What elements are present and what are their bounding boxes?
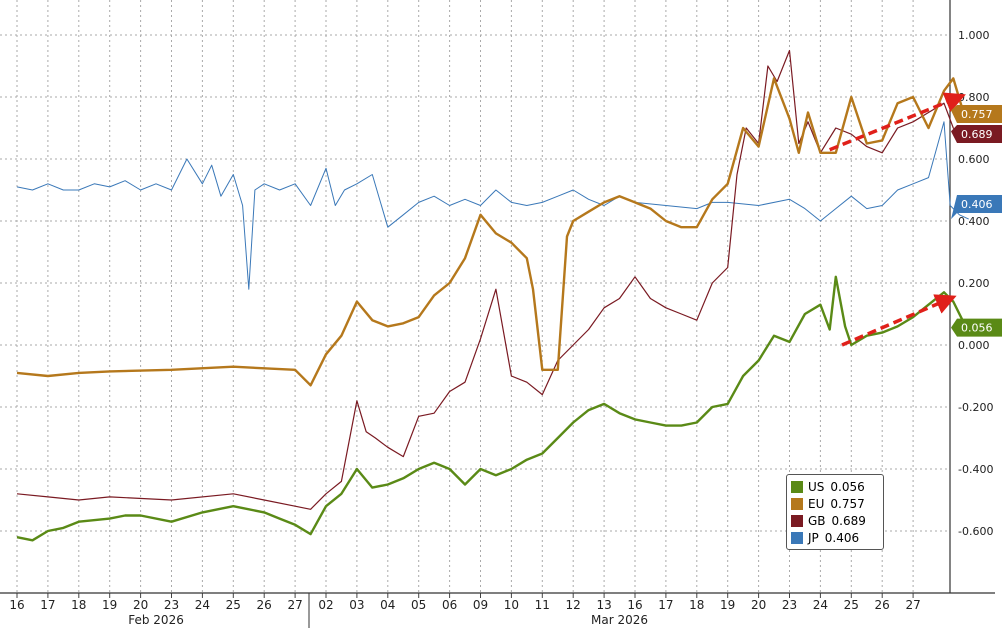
legend-value: 0.757 [830, 496, 865, 511]
series-line-eu [16, 77, 969, 387]
legend-value: 0.689 [831, 513, 866, 528]
y-tick-label: 0.600 [958, 153, 990, 166]
legend-name: GB [808, 513, 826, 528]
trend-arrow [829, 92, 966, 152]
legend-swatch [791, 480, 803, 493]
series-line-jp [16, 121, 969, 290]
legend-name: EU [808, 496, 825, 511]
series-line-gb [16, 49, 970, 510]
x-tick-label: 27 [905, 598, 920, 612]
x-tick-label: 17 [40, 598, 55, 612]
x-tick-label: 18 [71, 598, 86, 612]
x-tick-label: 23 [782, 598, 797, 612]
y-tick-label: -0.200 [958, 401, 993, 414]
month-label: Mar 2026 [591, 613, 648, 627]
legend-item-eu: EU 0.757 [791, 495, 879, 512]
x-tick-label: 20 [133, 598, 148, 612]
value-tag-eu [951, 105, 1002, 123]
legend-value: 0.056 [830, 479, 865, 494]
y-tick-label: 0.400 [958, 215, 990, 228]
y-tick-label: 0.800 [958, 91, 990, 104]
x-tick-label: 05 [411, 598, 426, 612]
legend-item-gb: GB 0.689 [791, 512, 879, 529]
trend-arrow [841, 294, 957, 347]
legend-swatch [791, 497, 803, 510]
value-tag-gb [951, 125, 1002, 143]
x-tick-label: 11 [535, 598, 550, 612]
x-tick-label: 24 [195, 598, 210, 612]
x-tick-label: 09 [473, 598, 488, 612]
y-tick-label: -0.600 [958, 525, 993, 538]
value-tag-label: 0.689 [961, 128, 993, 141]
x-tick-label: 19 [102, 598, 117, 612]
value-tag-label: 0.056 [961, 322, 993, 335]
x-tick-label: 06 [442, 598, 457, 612]
x-tick-label: 23 [164, 598, 179, 612]
x-tick-label: 02 [318, 598, 333, 612]
x-tick-label: 12 [566, 598, 581, 612]
legend-item-jp: JP 0.406 [791, 529, 879, 546]
x-tick-label: 25 [226, 598, 241, 612]
x-tick-label: 16 [9, 598, 24, 612]
x-tick-label: 20 [751, 598, 766, 612]
x-tick-label: 26 [257, 598, 272, 612]
series-line-us [16, 275, 970, 542]
x-tick-label: 10 [504, 598, 519, 612]
x-tick-label: 17 [658, 598, 673, 612]
legend-name: US [808, 479, 825, 494]
y-tick-label: 0.000 [958, 339, 990, 352]
x-tick-label: 25 [844, 598, 859, 612]
x-tick-label: 19 [720, 598, 735, 612]
legend-item-us: US 0.056 [791, 478, 879, 495]
value-tag-us [951, 318, 1002, 337]
y-tick-label: 0.200 [958, 277, 990, 290]
y-tick-label: -0.400 [958, 463, 993, 476]
y-tick-label: 1.000 [958, 29, 990, 42]
x-tick-label: 27 [287, 598, 302, 612]
value-tag-label: 0.757 [961, 108, 993, 121]
value-tag-jp [951, 195, 1002, 220]
legend: US 0.056 EU 0.757 GB 0.689 JP 0.406 [786, 474, 884, 550]
x-tick-label: 24 [813, 598, 828, 612]
value-tag-label: 0.406 [961, 198, 993, 211]
x-tick-label: 26 [875, 598, 890, 612]
x-tick-label: 04 [380, 598, 395, 612]
x-tick-label: 13 [596, 598, 611, 612]
legend-swatch [791, 514, 803, 527]
legend-value: 0.406 [824, 530, 860, 545]
month-label: Feb 2026 [128, 613, 184, 627]
x-tick-label: 18 [689, 598, 704, 612]
x-tick-label: 03 [349, 598, 364, 612]
x-tick-label: 16 [627, 598, 642, 612]
legend-swatch [791, 531, 803, 544]
legend-name: JP [808, 530, 819, 545]
